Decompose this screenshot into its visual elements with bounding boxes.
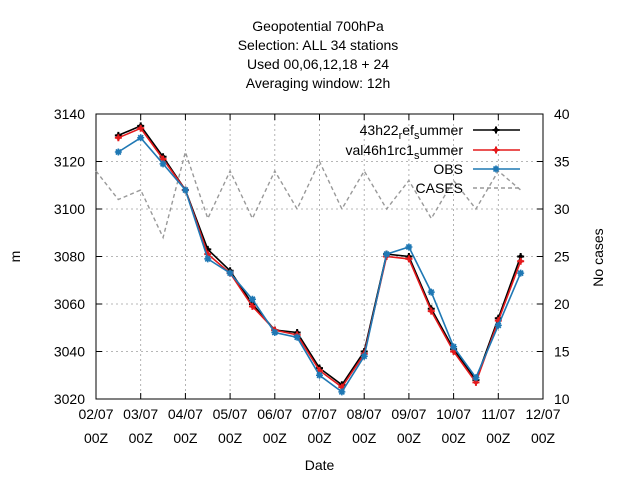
data-point-dot [317, 372, 322, 378]
data-point-dot [451, 349, 456, 354]
y2-axis-label: No cases [590, 228, 606, 286]
data-point-dot [249, 296, 255, 302]
x-tick-label-date: 07/07 [302, 406, 337, 422]
legend-entry: CASES [416, 180, 520, 196]
x-tick-label-hour: 00Z [173, 430, 198, 446]
x-tick-label-hour: 00Z [218, 430, 243, 446]
data-point-dot [428, 289, 434, 295]
data-point-dot [518, 270, 524, 276]
x-axis-label: Date [305, 457, 335, 473]
series-cases [95, 149, 522, 240]
x-tick-label-date: 05/07 [213, 406, 248, 422]
data-point-dot [339, 389, 345, 395]
y2-tick-label: 30 [554, 201, 570, 217]
legend-label: OBS [433, 161, 463, 177]
data-point-dot [406, 244, 412, 250]
y-axis-label: m [7, 251, 23, 263]
data-point-dot [473, 375, 479, 381]
x-axis: 02/07 00Z 03/07 00Z 04/07 00Z 05/07 00Z 06/07 00Z… [78, 114, 561, 446]
data-point-dot [493, 127, 499, 133]
y-tick-label: 3040 [54, 344, 85, 360]
x-tick-label-date: 12/07 [525, 406, 560, 422]
chart-title: Geopotential 700hPa Selection: ALL 34 sta… [238, 18, 399, 91]
data-point-dot [473, 380, 479, 385]
y-tick-label: 3100 [54, 201, 85, 217]
data-point-dot [250, 304, 255, 309]
title-line: Used 00,06,12,18 + 24 [247, 56, 389, 72]
y-tick-label: 3120 [54, 154, 85, 170]
y2-tick-label: 15 [554, 344, 570, 360]
data-point-dot [317, 368, 322, 373]
data-point-dot [138, 135, 144, 141]
data-point-dot [495, 322, 501, 328]
legend-entry: 43h22refsummer [360, 122, 520, 142]
y2-tick-label: 10 [554, 391, 570, 407]
x-tick-label-date: 03/07 [123, 406, 158, 422]
data-point-dot [493, 147, 499, 153]
y-axis: 3020 3040 3060 3080 3100 3120 3140 [54, 106, 102, 407]
y2-tick-label: 25 [554, 249, 570, 265]
data-point-dot [294, 334, 300, 340]
y-tick-label: 3140 [54, 106, 85, 122]
y-tick-label: 3080 [54, 249, 85, 265]
data-point-dot [493, 166, 499, 172]
series [95, 122, 525, 396]
data-point-dot [116, 135, 121, 140]
y2-tick-label: 20 [554, 296, 570, 312]
y2-tick-label: 35 [554, 154, 570, 170]
x-tick-label-date: 06/07 [257, 406, 292, 422]
data-point-dot [160, 156, 166, 162]
data-point-dot [429, 308, 434, 314]
x-tick-label-hour: 00Z [397, 430, 422, 446]
x-tick-label-date: 09/07 [391, 406, 426, 422]
legend-label: CASES [416, 180, 463, 196]
data-point-dot [227, 270, 233, 276]
x-tick-label-date: 04/07 [168, 406, 203, 422]
data-point-dot [115, 149, 121, 155]
x-tick-label-hour: 00Z [84, 430, 109, 446]
x-tick-label-hour: 00Z [129, 430, 154, 446]
title-line: Geopotential 700hPa [252, 18, 384, 34]
x-tick-label-date: 02/07 [78, 406, 113, 422]
data-point-dot [451, 344, 457, 350]
title-line: Averaging window: 12h [246, 75, 391, 91]
data-point-dot [384, 251, 390, 257]
data-point-dot [138, 126, 143, 131]
x-tick-label-hour: 00Z [352, 430, 377, 446]
data-point-dot [518, 254, 523, 259]
data-point-dot [361, 353, 367, 359]
title-line: Selection: ALL 34 stations [238, 37, 399, 53]
series-obs [114, 134, 525, 396]
legend-label: val46h1rc1summer [345, 142, 463, 162]
data-point-dot [518, 259, 523, 264]
y2-tick-label: 40 [554, 106, 570, 122]
legend-label: 43h22refsummer [360, 122, 464, 142]
x-tick-label-hour: 00Z [307, 430, 332, 446]
y-tick-label: 3060 [54, 296, 85, 312]
x-tick-label-date: 10/07 [436, 406, 471, 422]
y-tick-label: 3020 [54, 391, 85, 407]
x-tick-label-hour: 00Z [263, 430, 288, 446]
data-point-dot [205, 256, 211, 262]
data-point-dot [160, 161, 166, 167]
x-tick-label-hour: 00Z [486, 430, 511, 446]
data-point-dot [272, 330, 278, 335]
data-point-dot [406, 256, 412, 262]
data-point-dot [339, 384, 345, 390]
series-line [95, 149, 522, 240]
x-tick-label-date: 08/07 [347, 406, 382, 422]
x-tick-label-date: 11/07 [481, 406, 515, 422]
y2-axis: 10 15 20 25 30 35 40 [537, 106, 570, 407]
x-tick-label-hour: 00Z [531, 430, 556, 446]
legend-entry: OBS [433, 161, 520, 177]
x-tick-label-hour: 00Z [442, 430, 467, 446]
data-point-dot [182, 187, 188, 193]
legend-entry: val46h1rc1summer [345, 142, 520, 162]
